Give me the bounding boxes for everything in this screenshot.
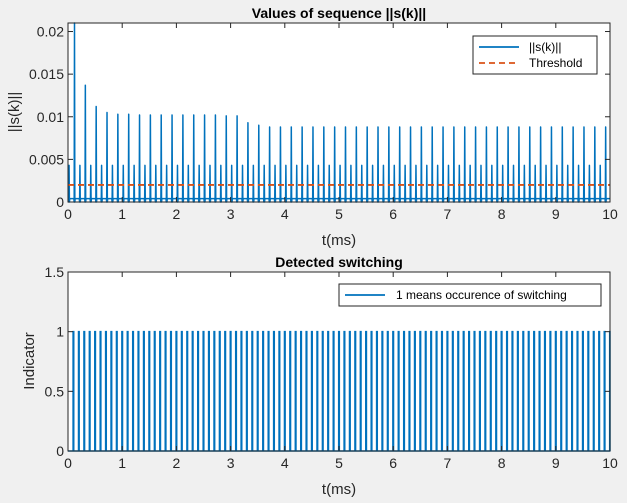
top-chart-y-tick-label: 0 xyxy=(56,194,64,210)
top-chart-x-tick-label: 6 xyxy=(389,206,397,222)
bottom-chart-x-tick-label: 2 xyxy=(173,455,181,471)
top-chart-x-tick-label: 3 xyxy=(227,206,235,222)
top-chart-x-tick-label: 5 xyxy=(335,206,343,222)
top-chart: 0 1 2 3 4 5 6 7 8 9 10 0 0.005 0.01 0.015 0.02 Values … xyxy=(6,5,618,249)
bottom-chart-x-tick-label: 4 xyxy=(281,455,289,471)
bottom-chart-y-tick-label: 1.5 xyxy=(45,264,65,280)
top-chart-legend-label-series: ||s(k)|| xyxy=(529,40,561,54)
bottom-chart-y-ticks: 0 0.5 1 1.5 xyxy=(45,264,610,459)
top-chart-y-tick-label: 0.015 xyxy=(29,66,64,82)
top-chart-x-tick-label: 9 xyxy=(552,206,560,222)
bottom-chart-x-tick-label: 6 xyxy=(389,455,397,471)
bottom-chart-y-tick-label: 0.5 xyxy=(45,383,65,399)
top-chart-x-tick-label: 0 xyxy=(64,206,72,222)
bottom-chart-y-tick-label: 0 xyxy=(56,443,64,459)
bottom-chart-x-ticks: 0 1 2 3 4 5 6 7 8 9 10 xyxy=(64,272,618,471)
top-chart-y-tick-label: 0.01 xyxy=(37,109,64,125)
bottom-chart-x-tick-label: 8 xyxy=(498,455,506,471)
top-chart-x-tick-label: 4 xyxy=(281,206,289,222)
bottom-chart-ylabel: Indicator xyxy=(21,332,38,390)
bottom-chart-xlabel: t(ms) xyxy=(322,481,356,498)
bottom-chart-legend-label-series: 1 means occurence of switching xyxy=(396,288,567,302)
top-chart-lines xyxy=(67,22,610,203)
top-chart-x-tick-label: 1 xyxy=(118,206,126,222)
top-chart-x-tick-label: 8 xyxy=(498,206,506,222)
top-chart-legend-label-threshold: Threshold xyxy=(529,56,582,70)
top-chart-x-tick-label: 2 xyxy=(173,206,181,222)
bottom-chart-x-tick-label: 7 xyxy=(444,455,452,471)
bottom-chart-legend-box xyxy=(338,283,602,307)
bottom-chart-x-tick-label: 5 xyxy=(335,455,343,471)
top-chart-y-tick-label: 0.005 xyxy=(29,151,64,167)
bottom-chart-y-tick-label: 1 xyxy=(56,324,64,340)
top-chart-y-ticks: 0 0.005 0.01 0.015 0.02 xyxy=(29,24,610,210)
top-chart-xlabel: t(ms) xyxy=(322,232,356,249)
bottom-chart: 0 1 2 3 4 5 6 7 8 9 10 0 0.5 1 1.5 Detected switching… xyxy=(21,254,618,498)
bottom-chart-title: Detected switching xyxy=(275,254,403,270)
top-chart-x-tick-label: 10 xyxy=(602,206,618,222)
top-chart-title: Values of sequence ||s(k)|| xyxy=(252,5,426,21)
bottom-chart-x-tick-label: 1 xyxy=(118,455,126,471)
top-chart-legend: ||s(k)|| Threshold xyxy=(472,35,598,75)
bottom-chart-x-tick-label: 0 xyxy=(64,455,72,471)
bottom-chart-x-tick-label: 9 xyxy=(552,455,560,471)
top-chart-x-tick-label: 7 xyxy=(444,206,452,222)
top-chart-x-ticks: 0 1 2 3 4 5 6 7 8 9 10 xyxy=(64,23,618,222)
bottom-chart-legend: 1 means occurence of switching xyxy=(338,283,602,307)
top-chart-legend-box xyxy=(472,35,598,75)
top-chart-ylabel: ||s(k)|| xyxy=(6,92,23,133)
bottom-chart-x-tick-label: 10 xyxy=(602,455,618,471)
bottom-chart-series-line xyxy=(68,330,611,452)
top-chart-y-tick-label: 0.02 xyxy=(37,24,64,40)
bottom-chart-lines xyxy=(68,330,611,452)
top-chart-series-line xyxy=(67,22,610,203)
bottom-chart-x-tick-label: 3 xyxy=(227,455,235,471)
